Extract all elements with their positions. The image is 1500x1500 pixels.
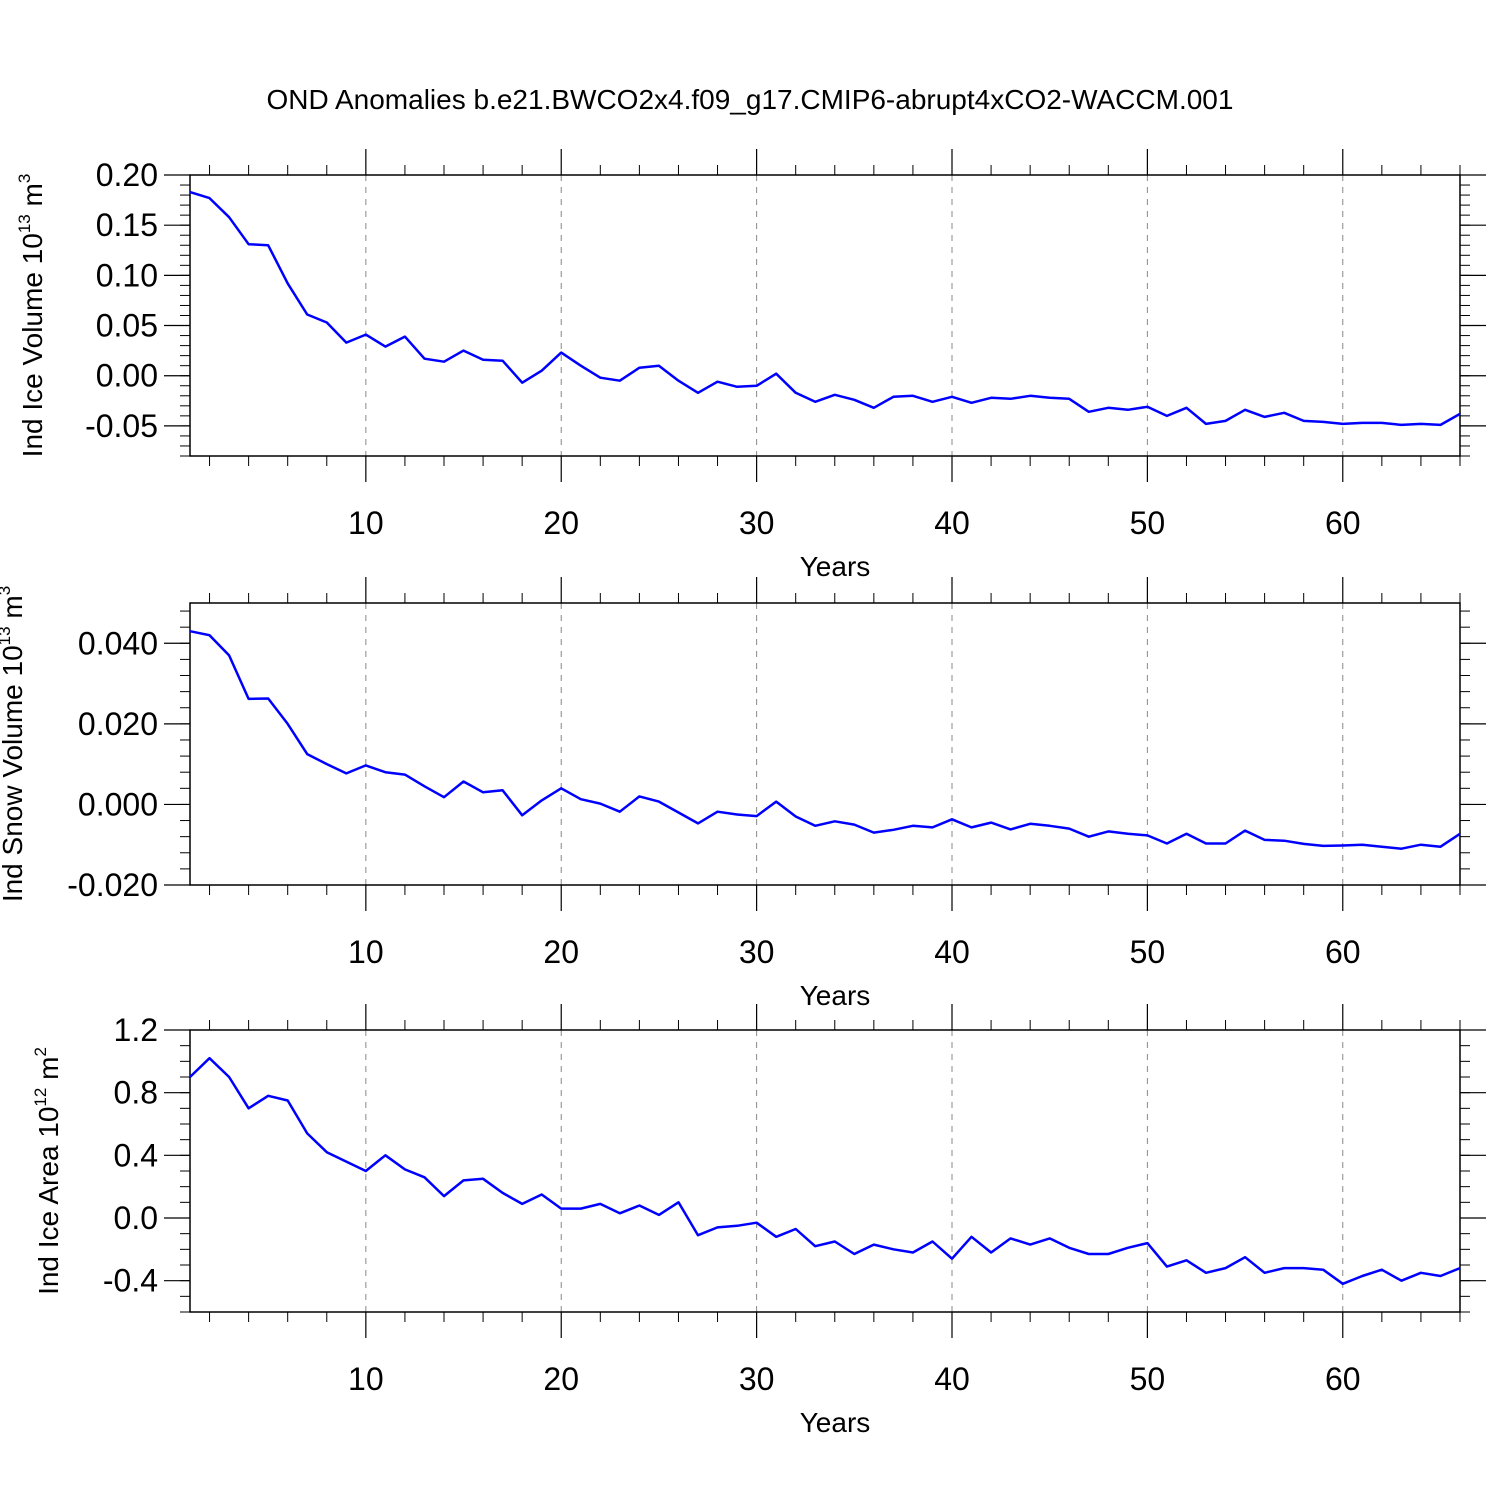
y-axis-label-unit-exponent: 3 (15, 174, 34, 183)
y-tick-label: 0.05 (96, 308, 158, 344)
x-tick-label: 30 (739, 934, 775, 970)
y-tick-label: 0.0 (114, 1200, 158, 1236)
x-tick-label: 40 (934, 505, 970, 541)
y-tick-label: 0.8 (114, 1075, 158, 1111)
x-tick-label: 50 (1130, 934, 1166, 970)
series-line (189, 190, 1461, 427)
x-tick-label: 30 (739, 505, 775, 541)
x-tick-label: 60 (1325, 934, 1361, 970)
y-tick-label: 0.020 (78, 706, 158, 742)
figure-title: OND Anomalies b.e21.BWCO2x4.f09_g17.CMIP… (266, 84, 1234, 115)
y-axis-label-text: Ind Ice Area 10 (33, 1107, 64, 1295)
y-axis-label: Ind Ice Area 1012 m2 (31, 1047, 64, 1295)
x-tick-label: 10 (348, 505, 384, 541)
y-tick-label: -0.05 (85, 408, 158, 444)
x-tick-label: 20 (543, 505, 579, 541)
y-axis-label-text: Ind Snow Volume 10 (0, 645, 28, 902)
y-tick-label: 1.2 (114, 1012, 158, 1048)
plot-frame (189, 174, 1461, 457)
x-axis-label: Years (800, 551, 871, 582)
y-tick-label: 0.4 (114, 1137, 158, 1173)
y-tick-label: 0.10 (96, 257, 158, 293)
x-tick-label: 10 (348, 934, 384, 970)
x-tick-label: 40 (934, 934, 970, 970)
x-tick-label: 20 (543, 1361, 579, 1397)
x-tick-label: 50 (1130, 1361, 1166, 1397)
panel-1: 10 20 30 40 50 60 0.20 0.15 0.10 0.05 0.00 -0.05 Yea… (15, 149, 1486, 582)
y-axis-label: Ind Snow Volume 1013 m3 (0, 586, 28, 902)
x-tick-label: 10 (348, 1361, 384, 1397)
plot-frame (189, 1029, 1461, 1313)
x-tick-label: 40 (934, 1361, 970, 1397)
panel-3: 10 20 30 40 50 60 1.2 0.8 0.4 0.0 -0.4 Years Ind Ice… (31, 1004, 1486, 1438)
y-tick-label: 0.040 (78, 625, 158, 661)
y-axis-label-exponent: 13 (15, 214, 34, 233)
x-tick-label: 60 (1325, 1361, 1361, 1397)
x-axis-label: Years (800, 980, 871, 1011)
x-axis-label: Years (800, 1407, 871, 1438)
y-axis-label: Ind Ice Volume 1013 m3 (15, 174, 48, 458)
x-tick-label: 50 (1130, 505, 1166, 541)
y-axis-label-unit: m (17, 183, 48, 214)
y-tick-label: -0.020 (67, 867, 158, 903)
y-tick-label: 0.000 (78, 786, 158, 822)
y-tick-label: -0.4 (103, 1263, 158, 1299)
y-axis-label-unit: m (33, 1057, 64, 1088)
y-axis-label-unit-exponent: 3 (0, 586, 14, 595)
y-tick-label: 0.15 (96, 207, 158, 243)
panel-2: 10 20 30 40 50 60 0.040 0.020 0.000 -0.020 Years In… (0, 577, 1486, 1011)
x-tick-label: 30 (739, 1361, 775, 1397)
series-line (189, 1056, 1461, 1286)
x-tick-label: 60 (1325, 505, 1361, 541)
y-axis-label-exponent: 13 (0, 626, 14, 645)
y-tick-label: 0.00 (96, 358, 158, 394)
y-axis-label-exponent: 12 (31, 1088, 50, 1107)
y-axis-label-unit-exponent: 2 (31, 1047, 50, 1056)
series-line (189, 629, 1461, 850)
x-tick-label: 20 (543, 934, 579, 970)
plot-frame (189, 602, 1461, 886)
y-axis-label-text: Ind Ice Volume 10 (17, 233, 48, 457)
y-tick-label: 0.20 (96, 157, 158, 193)
y-axis-label-unit: m (0, 595, 28, 626)
